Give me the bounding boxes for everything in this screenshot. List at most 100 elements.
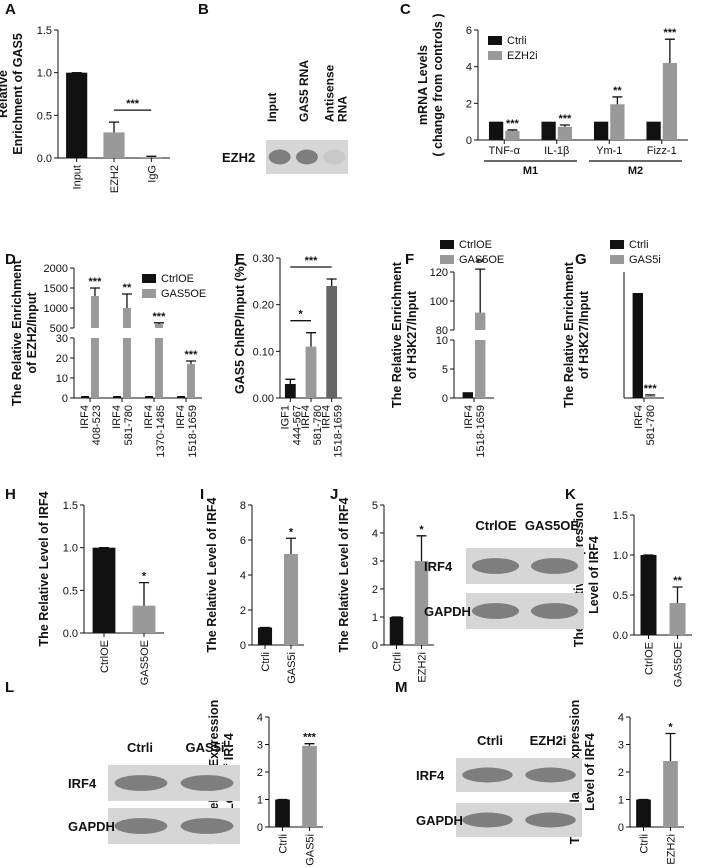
error-bar xyxy=(475,268,486,313)
x-tick-label: IRF4 xyxy=(463,405,475,429)
error-bar xyxy=(109,121,119,133)
y-tick-label: 1 xyxy=(618,795,624,807)
legend-swatch xyxy=(440,255,454,264)
bar xyxy=(92,547,116,633)
significance: *** xyxy=(663,27,677,39)
legend-label: Ctrli xyxy=(629,239,649,251)
error-bar xyxy=(612,96,623,105)
error-bar xyxy=(89,287,100,296)
y-axis-label: The Relative Enrichment xyxy=(10,259,24,406)
bar xyxy=(636,799,651,827)
group-label: M2 xyxy=(628,165,643,177)
y-tick-label: 6 xyxy=(466,25,472,37)
y-tick-label: 1000 xyxy=(44,303,68,315)
y-tick-label: 5 xyxy=(372,500,378,512)
bar xyxy=(389,617,404,645)
y-axis-label: The Relative Enrichment xyxy=(390,261,404,408)
bar xyxy=(326,286,338,398)
legend-swatch xyxy=(142,289,156,298)
y-axis-label: The Relative Enrichment xyxy=(562,261,576,408)
y-axis-label: of EZH2/Input xyxy=(25,292,39,374)
y-tick-label: 3 xyxy=(372,556,378,568)
x-tick-label: TNF-α xyxy=(489,145,521,157)
y-tick-label: 0.10 xyxy=(253,346,274,358)
row-label: IRF4 xyxy=(68,776,97,791)
legend-label: GAS5i xyxy=(629,254,661,266)
significance: * xyxy=(419,524,424,536)
legend-swatch xyxy=(440,240,454,249)
y-axis-label: of H3K27/Input xyxy=(405,290,419,379)
bracket-label: *** xyxy=(126,98,140,110)
error-bar xyxy=(507,129,518,131)
error-bar xyxy=(153,322,164,324)
y-axis-label: The Relative Level of IRF4 xyxy=(205,498,219,653)
y-tick-label: 8 xyxy=(240,500,246,512)
y-tick-label: 2 xyxy=(257,767,263,779)
y-tick-label: 1 xyxy=(372,612,378,624)
panel-letter: I xyxy=(200,486,204,503)
error-bar xyxy=(285,378,296,384)
error-bar xyxy=(645,394,656,396)
y-tick-label: 1.0 xyxy=(63,543,78,555)
y-tick-label: 4 xyxy=(240,570,246,582)
significance: ** xyxy=(476,257,485,269)
panel-letter: G xyxy=(575,251,587,268)
legend-label: CtrlOE xyxy=(459,239,492,251)
error-bar xyxy=(559,124,570,127)
significance: * xyxy=(289,526,294,538)
y-tick-label: 500 xyxy=(50,323,68,335)
y-tick-label: 0 xyxy=(466,135,472,147)
band xyxy=(114,818,168,834)
y-tick-label: 0 xyxy=(372,640,378,652)
y-axis-label: Level of IRF4 xyxy=(583,733,597,811)
x-tick-label: IRF4 xyxy=(111,405,123,429)
bar xyxy=(646,121,661,140)
lane-label: EZH2i xyxy=(530,733,567,748)
panel-letter: A xyxy=(5,1,16,18)
band xyxy=(296,149,318,165)
y-axis-label: ( change from controls ) xyxy=(431,13,445,156)
panel-letter: C xyxy=(400,1,411,18)
y-tick-label: 20 xyxy=(56,353,68,365)
y-tick-label: 2 xyxy=(466,98,472,110)
y-axis-label: The Relative Level of IRF4 xyxy=(337,498,351,653)
x-tick-label: IRF4 xyxy=(143,405,155,429)
bar xyxy=(132,605,156,633)
y-tick-label: 3 xyxy=(618,740,624,752)
row-label: GAPDH xyxy=(416,813,463,828)
y-tick-label: 1.5 xyxy=(37,25,52,37)
x-tick-label: Input xyxy=(72,165,84,189)
bar xyxy=(593,121,609,140)
x-tick-label: 1518-1659 xyxy=(333,405,345,458)
error-bar xyxy=(664,38,675,63)
bar xyxy=(177,396,185,398)
significance: ** xyxy=(123,282,132,294)
bar xyxy=(645,395,656,398)
band xyxy=(462,767,513,783)
bar xyxy=(257,627,273,645)
y-tick-label: 1 xyxy=(257,795,263,807)
lane-label: GAS5 RNA xyxy=(297,60,311,122)
lane-label: Ctrli xyxy=(127,740,153,755)
bar xyxy=(462,392,473,398)
y-tick-label: 0.30 xyxy=(253,253,274,265)
x-tick-label: Ctrli xyxy=(639,834,651,854)
lane-label: GAS5OE xyxy=(525,518,580,533)
y-axis-label: Relative xyxy=(0,70,10,118)
bar xyxy=(140,157,162,158)
error-bar xyxy=(286,537,296,554)
band xyxy=(530,603,579,619)
y-tick-label: 4 xyxy=(466,62,472,74)
error-bar xyxy=(416,535,427,561)
bar xyxy=(632,293,643,398)
y-axis-label: Enrichment of GAS5 xyxy=(11,33,25,155)
bar xyxy=(302,745,317,827)
x-tick-label: Ctrli xyxy=(392,652,404,672)
panel-letter: J xyxy=(330,486,338,503)
bar xyxy=(113,396,121,398)
error-bar xyxy=(146,155,157,158)
y-tick-label: 1.0 xyxy=(37,68,52,80)
band xyxy=(462,812,513,828)
panel-letter: H xyxy=(5,486,16,503)
